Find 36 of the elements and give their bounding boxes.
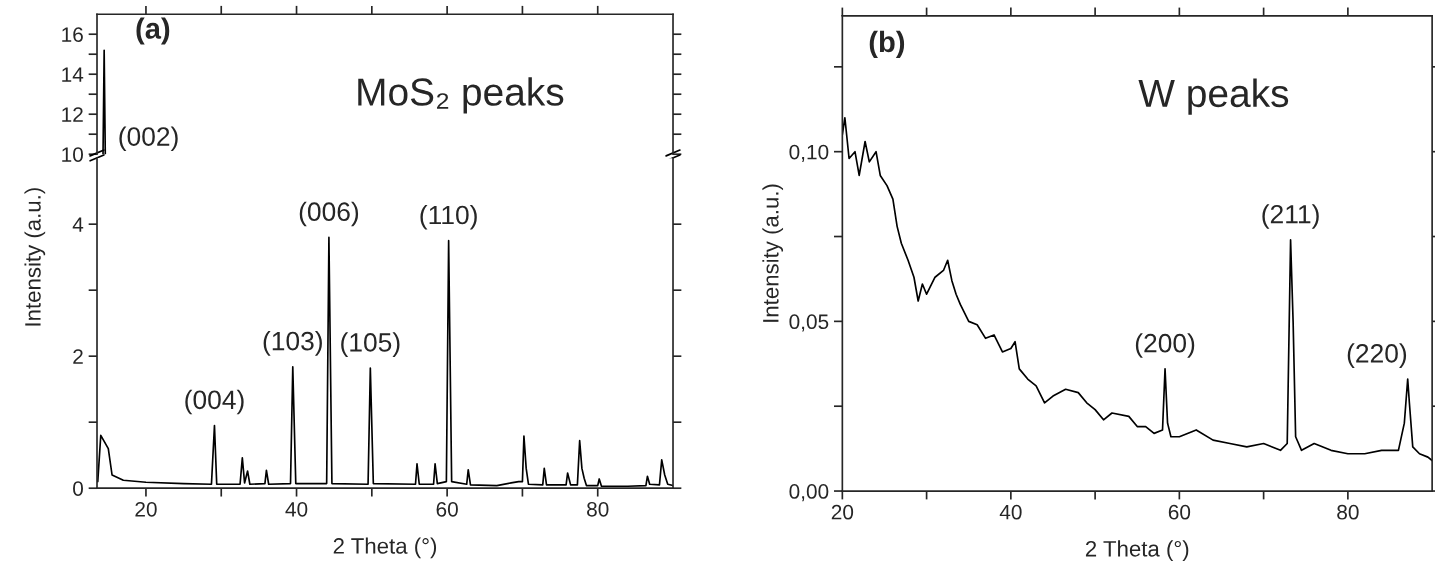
x-tick-label: 20	[135, 501, 157, 517]
line-series	[842, 116, 1433, 462]
x-axis-title: 2 Theta (°)	[333, 537, 437, 559]
y-tick-label: 0,05	[789, 314, 829, 332]
x-tick-label: 20	[831, 504, 854, 520]
y-tick-label: 16	[62, 27, 83, 42]
annotation: (211)	[1262, 204, 1319, 229]
annotation: MoS₂ peaks	[358, 77, 564, 114]
annotation: (220)	[1347, 343, 1407, 368]
x-tick-label: 80	[1337, 504, 1359, 520]
x-axis-title: 2 Theta (°)	[1085, 540, 1189, 562]
x-tick-label: 40	[285, 501, 308, 517]
annotation: (b)	[869, 30, 905, 59]
y-tick-label: 0	[73, 481, 83, 496]
annotation: (006)	[299, 201, 359, 227]
y-tick-label: 12	[62, 107, 83, 122]
annotation: (a)	[136, 17, 170, 45]
x-tick-label: 60	[436, 501, 458, 517]
y-tick-label: 0,00	[789, 484, 829, 502]
y-tick-label: 14	[62, 67, 84, 82]
x-tick-label: 60	[1168, 504, 1191, 520]
x-tick-label: 40	[999, 504, 1022, 520]
y-tick-label: 2	[73, 349, 83, 364]
y-tick-label: 10	[62, 147, 83, 162]
y-axis-title: Intensity (a.u.)	[24, 188, 46, 326]
y-tick-label: 4	[72, 217, 84, 232]
y-axis-title: Intensity (a.u.)	[762, 184, 784, 322]
y-tick-label: 0,10	[789, 144, 829, 162]
x-tick-label: 80	[587, 501, 609, 517]
annotation: W peaks	[1138, 78, 1289, 115]
annotation: (004)	[185, 389, 244, 415]
annotation: (105)	[341, 332, 400, 357]
annotation: (200)	[1135, 333, 1195, 358]
annotation: (110)	[420, 204, 477, 230]
annotation: (103)	[263, 331, 322, 356]
annotation: (002)	[119, 126, 178, 152]
